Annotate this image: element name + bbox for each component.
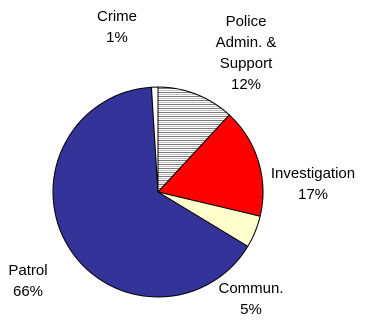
label-crime-value: 1% — [106, 29, 128, 46]
slice-investigation — [157, 114, 264, 217]
label-commun: Commun. 5% — [212, 278, 290, 320]
label-investigation-value: 17% — [297, 186, 329, 203]
label-commun-name: Commun. — [218, 280, 284, 297]
label-patrol-value: 66% — [12, 283, 44, 300]
label-police-line-2: Admin. & — [215, 34, 277, 51]
slice-crime — [150, 86, 159, 193]
label-police: Police Admin. & Support 12% — [198, 11, 294, 95]
slice-patrol — [52, 86, 249, 298]
label-investigation-name: Investigation — [270, 165, 356, 182]
pie-slices — [52, 86, 264, 298]
label-commun-value: 5% — [240, 301, 262, 318]
label-police-line-3: Support — [219, 55, 273, 72]
label-patrol-name: Patrol — [8, 262, 48, 279]
label-crime: Crime 1% — [92, 6, 142, 48]
slice-police — [157, 86, 230, 193]
label-police-value: 12% — [230, 76, 262, 93]
label-police-line-1: Police — [225, 13, 267, 30]
label-patrol: Patrol 66% — [2, 260, 54, 302]
label-investigation: Investigation 17% — [260, 163, 366, 205]
label-crime-name: Crime — [97, 8, 137, 25]
